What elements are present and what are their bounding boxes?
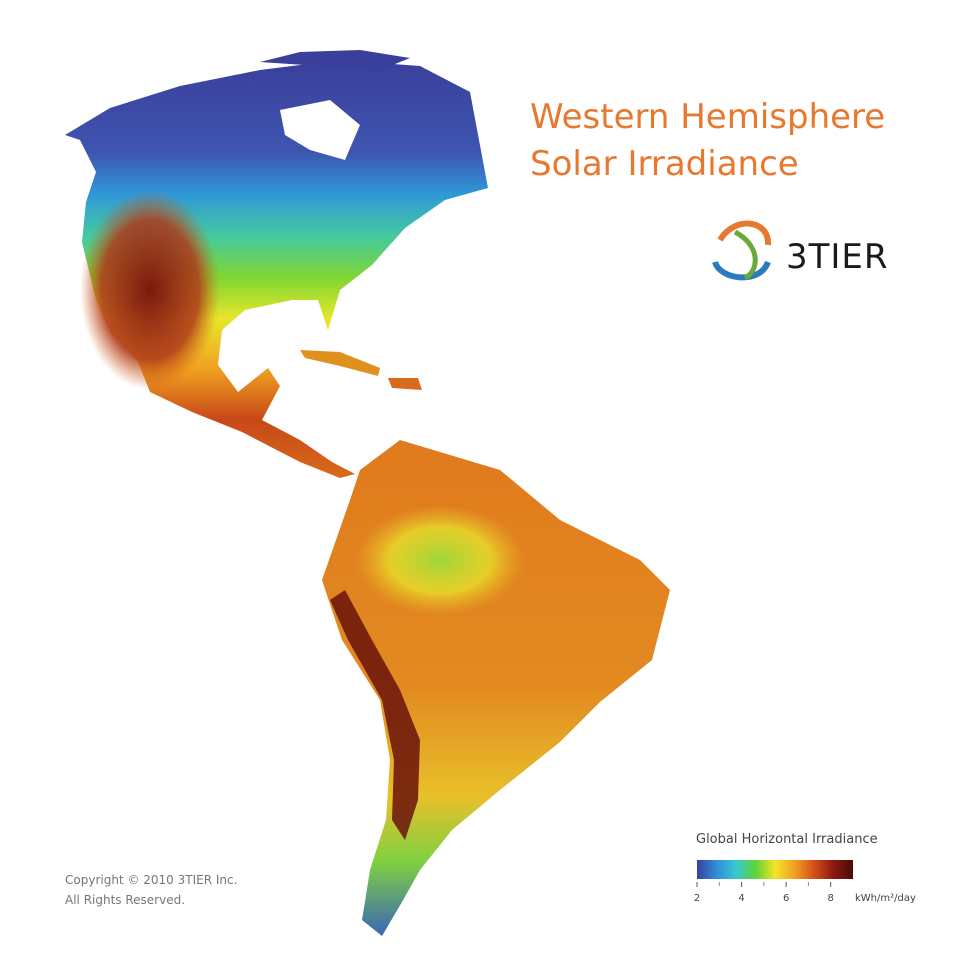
logo: 3TIER: [712, 220, 889, 281]
cuba: [300, 350, 380, 376]
desert-southwest: [80, 190, 220, 390]
tick-label: 4: [738, 893, 744, 904]
amazon-basin: [355, 505, 525, 615]
hispaniola: [388, 378, 422, 390]
andes: [330, 590, 420, 840]
logo-swoosh: [733, 229, 758, 281]
tick-label: 6: [783, 893, 789, 904]
legend-title: Global Horizontal Irradiance: [696, 832, 878, 847]
map: [65, 50, 670, 936]
unit-label: kWh/m²/day: [855, 893, 916, 904]
logo-swoosh: [717, 220, 771, 246]
color-bar: [697, 860, 853, 879]
copyright: All Rights Reserved.: [65, 893, 185, 907]
tick-label: 8: [828, 893, 834, 904]
south-america: [322, 440, 670, 936]
tick-label: 2: [694, 893, 700, 904]
title-line: Solar Irradiance: [530, 144, 799, 184]
logo-swoosh: [712, 260, 771, 281]
hudson-bay: [280, 100, 360, 160]
arctic-islands: [260, 50, 410, 70]
copyright: Copyright © 2010 3TIER Inc.: [65, 873, 237, 887]
title-line: Western Hemisphere: [530, 97, 885, 137]
legend: Global Horizontal Irradiance 2 4 6 8 kWh/m²/…: [694, 832, 916, 904]
logo-text: 3TIER: [786, 237, 889, 277]
